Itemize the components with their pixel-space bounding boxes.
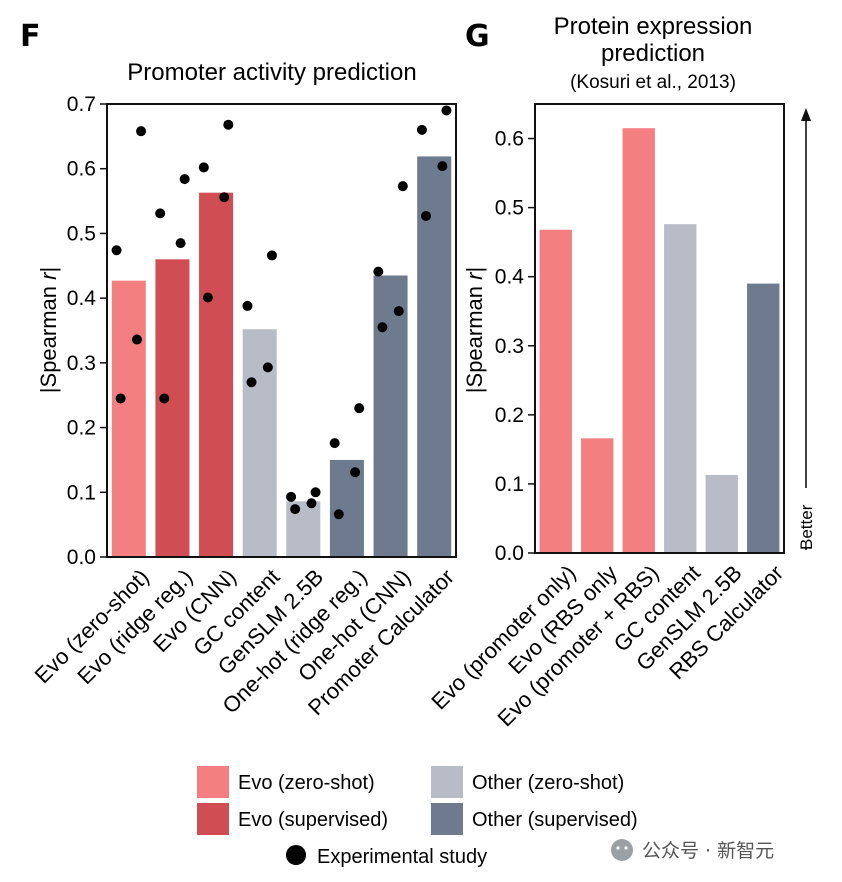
panel-f-point: [310, 487, 321, 498]
panel-g-subtitle: (Kosuri et al., 2013): [570, 72, 736, 93]
panel-g-plot-frame: [534, 103, 785, 554]
panel-f-ytick-label: 0.3: [67, 352, 96, 375]
better-label-backdrop: [796, 488, 816, 548]
legend-dot-label: Experimental study: [317, 846, 487, 868]
panel-f-ytick-label: 0.1: [67, 481, 96, 504]
legend-label-3: Evo (supervised): [238, 809, 388, 831]
legend-dot-icon: [286, 845, 306, 865]
legend-swatch-3: [197, 803, 229, 835]
panel-f-point: [416, 124, 427, 135]
panel-f-point: [286, 491, 297, 502]
legend-swatch-1: [197, 766, 229, 798]
wechat-icon: [611, 839, 633, 861]
panel-g-ytick-label: 0.4: [495, 266, 525, 289]
legend-swatch-4: [431, 803, 463, 835]
panel-f-point: [219, 192, 230, 203]
panel-f-point: [223, 119, 234, 130]
better-arrow-head-icon: [801, 108, 811, 121]
panel-f-point: [198, 162, 209, 173]
panel-f-ytick-label: 0.2: [67, 417, 96, 440]
panel-g-ytick-label: 0.3: [495, 335, 524, 358]
legend-label-2: Other (zero-shot): [472, 772, 624, 794]
panel-g-ytick-label: 0.1: [495, 473, 524, 496]
panel-f-point: [393, 306, 404, 317]
panel-g-bar-6: [747, 283, 780, 553]
panel-f-point: [329, 438, 340, 449]
panel-f-point: [373, 266, 384, 277]
panel-f-bar-1: [111, 280, 146, 557]
panel-f-point: [333, 509, 344, 520]
panel-f-point: [115, 393, 126, 404]
panel-f-point: [242, 300, 253, 311]
legend: Evo (zero-shot) Other (zero-shot) Evo (sup…: [197, 766, 638, 868]
better-label: Better: [797, 504, 816, 550]
watermark: 公众号 · 新智元: [611, 839, 774, 862]
panel-f-point: [290, 504, 301, 515]
panel-f-bar-8: [417, 156, 452, 557]
panel-f-plot-frame: [106, 103, 457, 558]
panel-f-bar-3: [199, 192, 234, 557]
panel-f-ytick-label: 0.0: [67, 546, 96, 569]
panel-f-title: Promoter activity prediction: [127, 59, 416, 86]
panel-f-point: [111, 245, 122, 256]
panel-f-ytick-label: 0.5: [67, 222, 96, 245]
panel-f-point: [266, 250, 277, 261]
panel-f-point: [202, 292, 213, 303]
panel-f-point: [377, 322, 388, 333]
panel-f-point: [262, 362, 273, 373]
panel-g-letter: G: [465, 19, 490, 54]
panel-f-point: [350, 467, 361, 478]
panel-f-ytick-label: 0.4: [67, 287, 97, 310]
panel-g-title-line2: prediction: [601, 40, 705, 67]
panel-f-ylabel: |Spearman r|: [36, 267, 61, 393]
legend-label-1: Evo (zero-shot): [238, 772, 375, 794]
panel-f-bar-6: [329, 459, 364, 557]
panel-f-point: [354, 403, 365, 414]
panel-f-point: [179, 174, 190, 185]
panel-g-ylabel: |Spearman r|: [462, 267, 487, 393]
panel-f-point: [246, 377, 257, 388]
panel-f-bar-7: [373, 275, 408, 557]
panel-g-ytick-label: 0.6: [495, 128, 524, 151]
panel-g-title-line1: Protein expression: [554, 13, 753, 40]
panel-f-point: [306, 498, 317, 509]
panel-g-bar-2: [581, 438, 614, 553]
panel-g-bar-5: [705, 474, 738, 553]
panel-f-ytick-label: 0.7: [67, 93, 96, 116]
panel-f-point: [131, 334, 142, 345]
panel-f-point: [159, 393, 170, 404]
legend-swatch-2: [431, 766, 463, 798]
panel-f-point: [155, 208, 166, 219]
panel-f-point: [136, 126, 147, 137]
panel-f-ytick-label: 0.6: [67, 158, 96, 181]
panel-g-bar-1: [539, 229, 572, 553]
panel-f-point: [441, 105, 452, 116]
panel-f-point: [175, 238, 186, 249]
panel-f-point: [397, 181, 408, 192]
legend-label-4: Other (supervised): [472, 809, 638, 831]
panel-f-point: [421, 210, 432, 221]
panel-f-letter: F: [20, 19, 41, 54]
panel-f-bar-4: [242, 329, 277, 557]
panel-g-bar-4: [664, 224, 697, 553]
panel-g-ytick-label: 0.0: [495, 542, 524, 565]
panel-g-bar-3: [622, 128, 655, 553]
panel-g-ytick-label: 0.5: [495, 197, 524, 220]
panel-f-bar-2: [155, 259, 190, 557]
watermark-text: 公众号 · 新智元: [642, 840, 774, 862]
panel-f-point: [437, 161, 448, 172]
panel-g-ytick-label: 0.2: [495, 404, 524, 427]
